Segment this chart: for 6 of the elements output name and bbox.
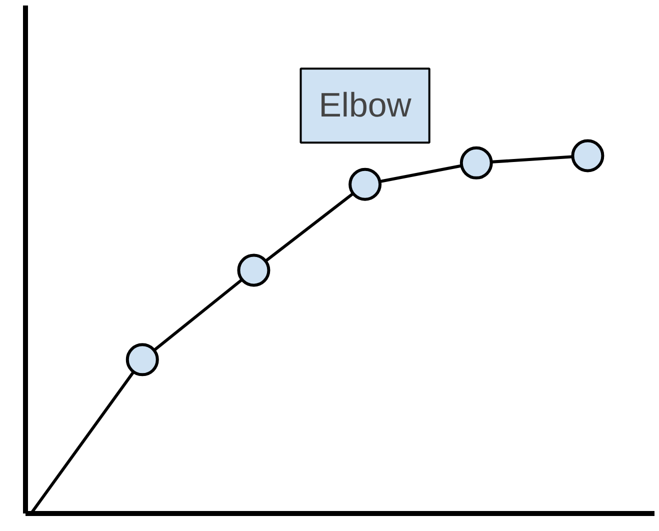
point <box>237 254 270 287</box>
point <box>460 146 493 180</box>
point <box>348 168 382 201</box>
point <box>571 139 604 172</box>
text: Elbow <box>318 86 412 125</box>
point <box>126 343 159 376</box>
